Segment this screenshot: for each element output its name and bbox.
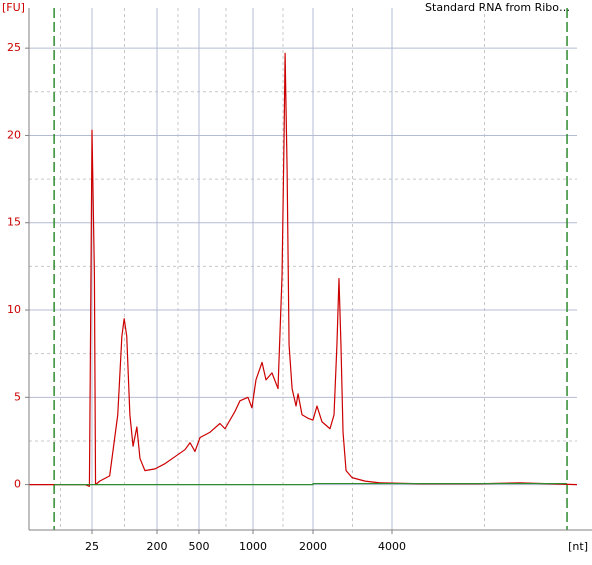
x-tick-label: 1000 [239,540,267,553]
y-axis-label: [FU] [2,1,25,14]
y-tick-label: 10 [7,303,21,316]
x-tick-label: 2000 [299,540,327,553]
y-tick-label: 5 [14,390,21,403]
chart-title: Standard RNA from Ribo… [425,1,570,14]
y-tick-label: 25 [7,41,21,54]
trace [29,52,578,487]
y-tick-label: 0 [14,478,21,491]
x-tick-label: 25 [85,540,99,553]
grid: 0 5 10 15 20 25 25 200 500 1000 2000 4000 [7,8,577,553]
y-tick-label: 15 [7,216,21,229]
plot [29,52,578,487]
trace [54,482,568,486]
x-tick-label: 4000 [378,540,406,553]
x-tick-label: 200 [147,540,168,553]
x-tick-label: 500 [189,540,210,553]
y-tick-label: 20 [7,128,21,141]
x-axis-label: [nt] [568,540,588,553]
